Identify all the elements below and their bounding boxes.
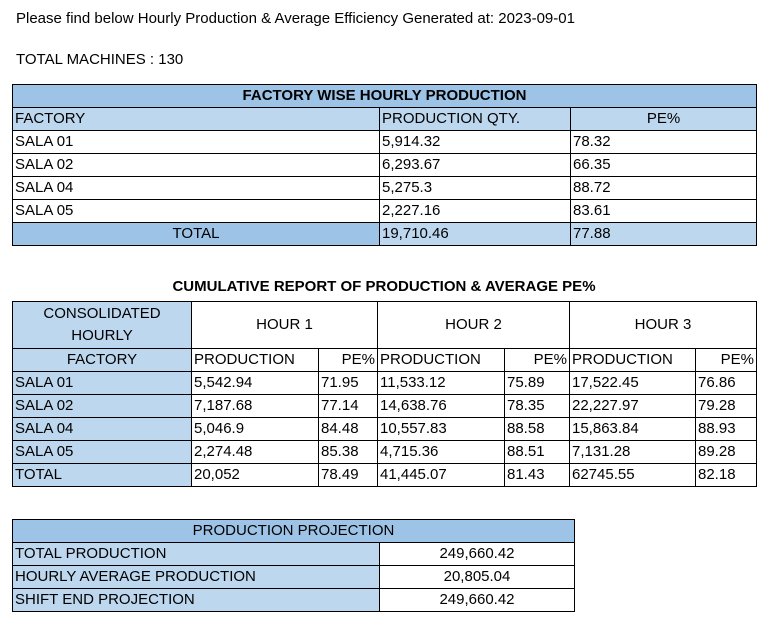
table-row: SALA 02 6,293.67 66.35 bbox=[12, 153, 757, 177]
table-row: SALA 04 5,046.9 84.48 10,557.83 88.58 15… bbox=[12, 417, 757, 441]
h3-pe: 79.28 bbox=[695, 394, 757, 418]
h2-pe: 88.58 bbox=[504, 417, 570, 441]
hour-2-header: HOUR 2 bbox=[377, 301, 570, 349]
h1-pe: 77.14 bbox=[318, 394, 378, 418]
table-row: SALA 02 7,187.68 77.14 14,638.76 78.35 2… bbox=[12, 394, 757, 418]
h2-production: 14,638.76 bbox=[377, 394, 505, 418]
factory-name: SALA 04 bbox=[12, 417, 192, 441]
total-row: TOTAL 19,710.46 77.88 bbox=[12, 222, 757, 246]
h1-pe: 71.95 bbox=[318, 371, 378, 395]
h3-production: 7,131.28 bbox=[569, 440, 696, 464]
h1-production: 5,542.94 bbox=[191, 371, 319, 395]
table-row: TOTAL PRODUCTION 249,660.42 bbox=[12, 542, 575, 566]
pe-value: 83.61 bbox=[570, 199, 757, 223]
production-qty: 5,275.3 bbox=[379, 176, 571, 200]
total-label: TOTAL bbox=[12, 463, 192, 487]
consolidated-hourly-label: CONSOLIDATED HOURLY bbox=[12, 301, 192, 349]
factory-header: FACTORY bbox=[12, 348, 192, 372]
projection-title: PRODUCTION PROJECTION bbox=[12, 519, 575, 543]
h2-production: 4,715.36 bbox=[377, 440, 505, 464]
h1-production: 2,274.48 bbox=[191, 440, 319, 464]
pe-header: PE% bbox=[695, 348, 757, 372]
h2-pe: 81.43 bbox=[504, 463, 570, 487]
total-row: TOTAL 20,052 78.49 41,445.07 81.43 62745… bbox=[12, 463, 757, 487]
cumulative-table: CONSOLIDATED HOURLY HOUR 1 HOUR 2 HOUR 3… bbox=[12, 301, 757, 487]
h3-pe: 82.18 bbox=[695, 463, 757, 487]
production-qty: 5,914.32 bbox=[379, 130, 571, 154]
factory-name: SALA 02 bbox=[12, 153, 380, 177]
hour-1-header: HOUR 1 bbox=[191, 301, 378, 349]
pe-header: PE% bbox=[504, 348, 570, 372]
header-factory: FACTORY bbox=[12, 107, 380, 131]
projection-value: 20,805.04 bbox=[379, 565, 575, 589]
production-header: PRODUCTION bbox=[377, 348, 505, 372]
h3-pe: 76.86 bbox=[695, 371, 757, 395]
h1-pe: 84.48 bbox=[318, 417, 378, 441]
factory-name: SALA 05 bbox=[12, 199, 380, 223]
table-row: SALA 01 5,542.94 71.95 11,533.12 75.89 1… bbox=[12, 371, 757, 395]
factory-wise-table: FACTORY WISE HOURLY PRODUCTION FACTORY P… bbox=[12, 84, 757, 246]
table-row: HOURLY AVERAGE PRODUCTION 20,805.04 bbox=[12, 565, 575, 589]
pe-value: 78.32 bbox=[570, 130, 757, 154]
production-projection-table: PRODUCTION PROJECTION TOTAL PRODUCTION 2… bbox=[12, 519, 575, 612]
pe-value: 88.72 bbox=[570, 176, 757, 200]
production-qty: 6,293.67 bbox=[379, 153, 571, 177]
h3-production: 62745.55 bbox=[569, 463, 696, 487]
table-row: SHIFT END PROJECTION 249,660.42 bbox=[12, 588, 575, 612]
h3-production: 15,863.84 bbox=[569, 417, 696, 441]
h1-production: 20,052 bbox=[191, 463, 319, 487]
h1-production: 7,187.68 bbox=[191, 394, 319, 418]
projection-value: 249,660.42 bbox=[379, 588, 575, 612]
production-header: PRODUCTION bbox=[569, 348, 696, 372]
hour-3-header: HOUR 3 bbox=[569, 301, 757, 349]
h2-production: 10,557.83 bbox=[377, 417, 505, 441]
pe-header: PE% bbox=[318, 348, 378, 372]
pe-value: 66.35 bbox=[570, 153, 757, 177]
total-production: 19,710.46 bbox=[379, 222, 571, 246]
production-header: PRODUCTION bbox=[191, 348, 319, 372]
h3-pe: 88.93 bbox=[695, 417, 757, 441]
table-row: SALA 04 5,275.3 88.72 bbox=[12, 176, 757, 200]
factory-name: SALA 02 bbox=[12, 394, 192, 418]
factory-name: SALA 04 bbox=[12, 176, 380, 200]
table-row: SALA 05 2,227.16 83.61 bbox=[12, 199, 757, 223]
h2-pe: 78.35 bbox=[504, 394, 570, 418]
h2-pe: 88.51 bbox=[504, 440, 570, 464]
h3-production: 17,522.45 bbox=[569, 371, 696, 395]
total-label: TOTAL bbox=[12, 222, 380, 246]
table-row: SALA 05 2,274.48 85.38 4,715.36 88.51 7,… bbox=[12, 440, 757, 464]
total-pe: 77.88 bbox=[570, 222, 757, 246]
h3-production: 22,227.97 bbox=[569, 394, 696, 418]
h3-pe: 89.28 bbox=[695, 440, 757, 464]
h1-pe: 85.38 bbox=[318, 440, 378, 464]
projection-label: SHIFT END PROJECTION bbox=[12, 588, 380, 612]
header-pe: PE% bbox=[570, 107, 757, 131]
projection-label: TOTAL PRODUCTION bbox=[12, 542, 380, 566]
table-row: SALA 01 5,914.32 78.32 bbox=[12, 130, 757, 154]
h2-production: 41,445.07 bbox=[377, 463, 505, 487]
factory-name: SALA 01 bbox=[12, 130, 380, 154]
factory-table-title: FACTORY WISE HOURLY PRODUCTION bbox=[12, 84, 757, 108]
projection-value: 249,660.42 bbox=[379, 542, 575, 566]
production-qty: 2,227.16 bbox=[379, 199, 571, 223]
h1-production: 5,046.9 bbox=[191, 417, 319, 441]
h2-production: 11,533.12 bbox=[377, 371, 505, 395]
factory-name: SALA 05 bbox=[12, 440, 192, 464]
report-intro: Please find below Hourly Production & Av… bbox=[16, 10, 575, 27]
factory-name: SALA 01 bbox=[12, 371, 192, 395]
cumulative-title: CUMULATIVE REPORT OF PRODUCTION & AVERAG… bbox=[172, 278, 596, 295]
h1-pe: 78.49 bbox=[318, 463, 378, 487]
total-machines: TOTAL MACHINES : 130 bbox=[16, 51, 184, 68]
header-production-qty: PRODUCTION QTY. bbox=[379, 107, 571, 131]
h2-pe: 75.89 bbox=[504, 371, 570, 395]
projection-label: HOURLY AVERAGE PRODUCTION bbox=[12, 565, 380, 589]
